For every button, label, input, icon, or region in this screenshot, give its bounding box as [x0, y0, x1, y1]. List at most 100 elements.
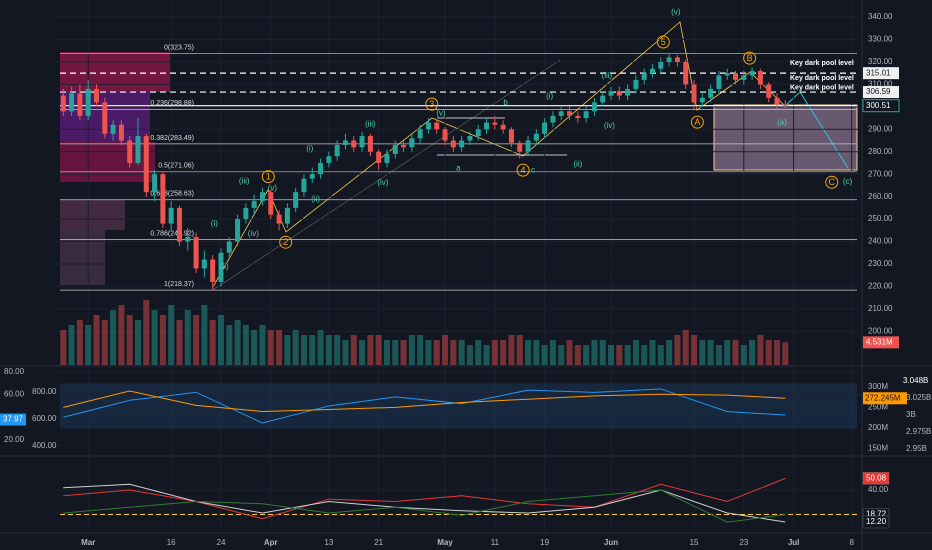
candle-body: [376, 151, 382, 163]
x-tick-label: 15: [690, 538, 699, 547]
volume-bar: [359, 340, 366, 365]
wave-label: (ii): [311, 195, 320, 204]
candle-body: [359, 136, 365, 148]
candle-body: [650, 68, 656, 74]
candle-body: [351, 140, 357, 148]
fib-label: 1(218.37): [164, 281, 194, 288]
volume-bar: [549, 340, 556, 365]
y2-tick-label: 300M: [868, 382, 888, 391]
y-tick-label: 200.00: [868, 326, 893, 335]
volume-bar: [217, 315, 224, 365]
candle-body: [160, 174, 166, 224]
volume-bar: [500, 340, 507, 365]
tag: [863, 392, 907, 405]
y-tick-label: 330.00: [868, 35, 893, 44]
volume-bar: [666, 340, 673, 365]
wave-label: A: [694, 117, 700, 127]
candle-body: [459, 140, 465, 148]
candle-body: [625, 88, 631, 96]
volume-bar: [242, 325, 249, 365]
volume-bar: [691, 335, 698, 365]
candle-body: [152, 174, 158, 193]
volume-bar: [143, 300, 150, 365]
wave-label: 5: [661, 37, 666, 47]
volume-bar: [724, 340, 731, 365]
volume-bar: [442, 335, 449, 365]
volume-bar: [533, 340, 540, 365]
volume-tag-label: 4.531M: [866, 337, 893, 346]
volume-bar: [608, 345, 615, 365]
far-label: 3.048B: [903, 376, 928, 385]
wave-label: (i): [306, 144, 313, 153]
volume-bar: [674, 335, 681, 365]
candle-body: [401, 145, 407, 148]
volume-bar: [93, 315, 100, 365]
fib-label: 0.786(240.92): [150, 230, 194, 237]
volume-bar: [475, 340, 482, 365]
candle-body: [259, 192, 265, 202]
candle-body: [558, 111, 564, 116]
wave-label: (ii): [220, 262, 229, 271]
volume-bar: [193, 315, 200, 365]
volume-bar: [284, 335, 291, 365]
volume-bar: [483, 345, 490, 365]
volume-bar: [450, 340, 457, 365]
wave-circle: [425, 97, 439, 111]
volume-bar: [516, 335, 523, 365]
price-tag-label: 306.59: [866, 87, 891, 96]
wave-label: C: [829, 177, 836, 187]
volume-bar: [317, 330, 324, 365]
x-tick-label: 21: [374, 538, 383, 547]
candle-body: [708, 88, 714, 98]
wave-circle: [743, 51, 757, 65]
candle-body: [591, 102, 597, 112]
candle-body: [533, 133, 539, 141]
x-tick-label: 13: [324, 538, 333, 547]
y2-tick-label: 200M: [868, 423, 888, 432]
x-tick-label: Jul: [788, 538, 800, 547]
volume-bar: [60, 330, 67, 365]
wave-label: (iv): [604, 121, 615, 130]
price-tag: [863, 67, 899, 80]
candle-body: [616, 91, 622, 96]
volume-bar: [400, 340, 407, 365]
wave-label: (i): [211, 219, 218, 228]
candle-body: [276, 214, 282, 224]
candle-body: [102, 102, 108, 134]
wave-label: 2: [283, 237, 288, 247]
candle-body: [77, 93, 83, 116]
volume-bar: [491, 340, 498, 365]
candle-body: [218, 252, 224, 282]
far-label: 2.95B: [906, 444, 927, 453]
volume-bar: [151, 310, 158, 365]
fib-label: 0.618(258.63): [150, 191, 194, 198]
volume-bar: [234, 320, 241, 365]
wave-label: 1: [266, 172, 271, 182]
volume-bar: [624, 345, 631, 365]
volume-bar: [201, 305, 208, 365]
wave-label: 3: [429, 99, 434, 109]
volume-bar: [433, 340, 440, 365]
fib-label: 0.236(298.88): [150, 100, 194, 107]
volume-bar: [408, 335, 415, 365]
candle-body: [683, 61, 689, 85]
candle-body: [782, 104, 788, 106]
wave-label: (iii): [239, 177, 250, 186]
candle-body: [542, 122, 548, 134]
volume-bar: [334, 335, 341, 365]
volume-bar: [259, 325, 266, 365]
wave-label: (i): [546, 92, 553, 101]
candle-body: [749, 70, 755, 76]
wave-label: (iii): [602, 71, 613, 80]
candle-body: [741, 75, 747, 80]
series-line: [63, 489, 786, 523]
candle-body: [674, 57, 680, 62]
volume-bar: [641, 345, 648, 365]
wave-label: (v): [436, 109, 446, 118]
y-tick-label: 40.00: [868, 485, 889, 494]
series-line: [63, 388, 786, 424]
volume-bar: [558, 345, 565, 365]
candle-body: [268, 192, 274, 215]
candle-body: [442, 129, 448, 141]
wave-circle: [656, 35, 670, 49]
